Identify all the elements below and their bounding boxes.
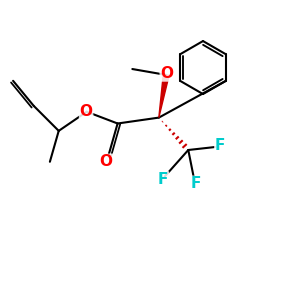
Text: O: O <box>160 66 173 81</box>
Text: O: O <box>80 103 93 118</box>
Text: F: F <box>158 172 168 187</box>
Text: F: F <box>190 176 201 191</box>
Polygon shape <box>159 74 169 118</box>
Text: F: F <box>215 138 225 153</box>
Text: O: O <box>99 154 112 169</box>
